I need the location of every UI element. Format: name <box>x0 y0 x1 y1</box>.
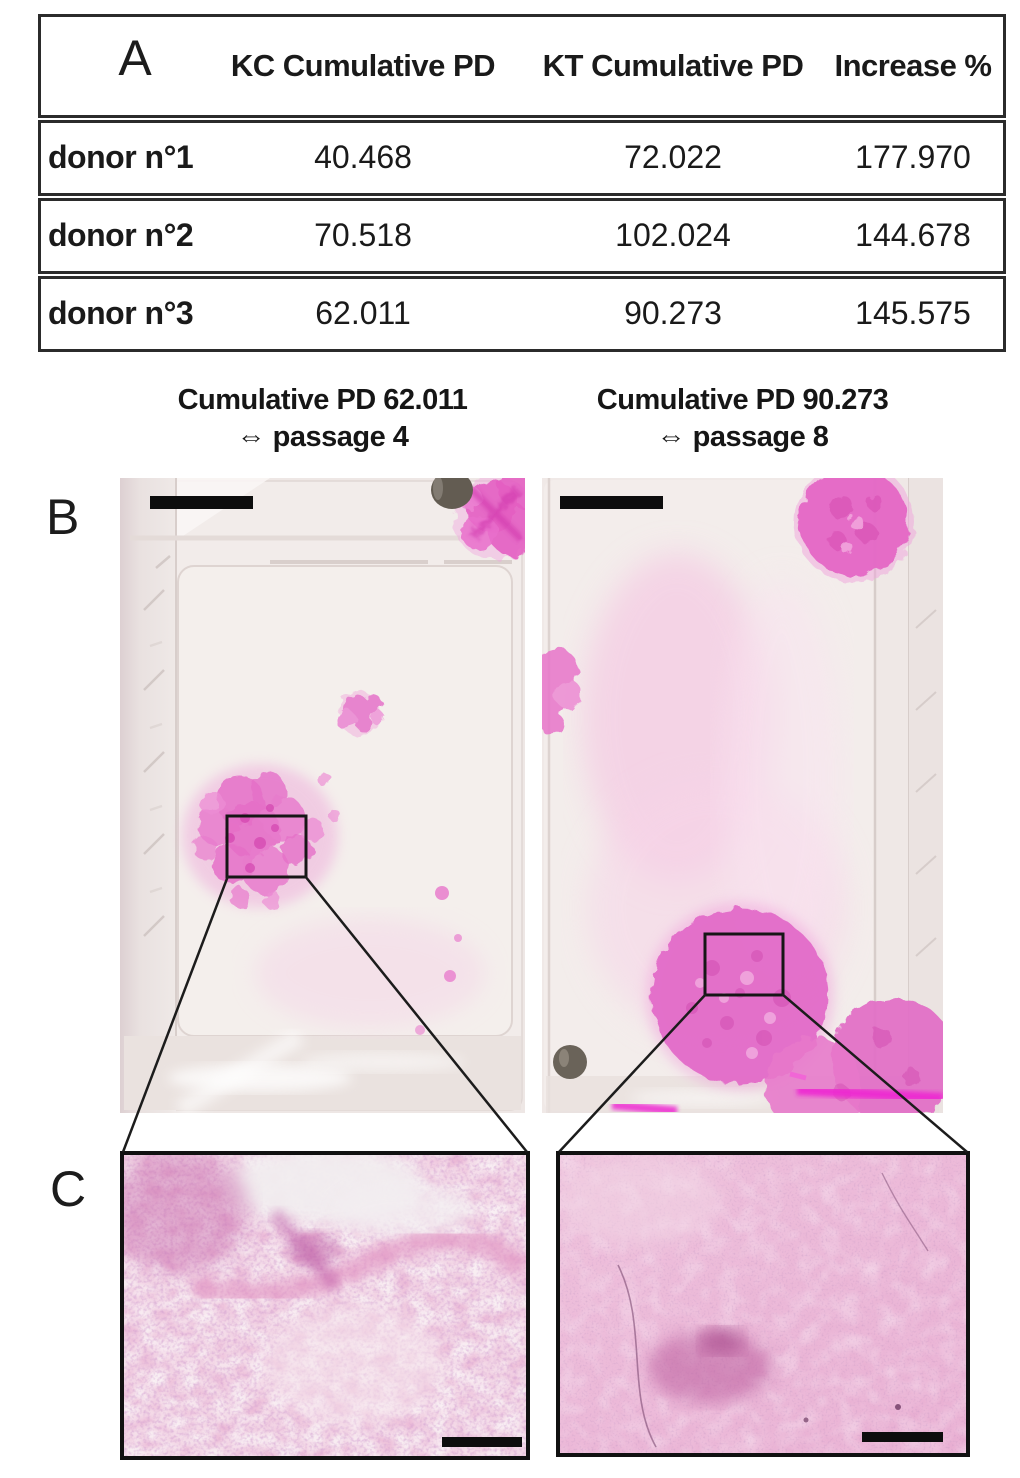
increase-value: 145.575 <box>855 295 971 332</box>
panel-a-label: A <box>118 30 152 86</box>
scale-bar <box>560 496 663 509</box>
caption-right-line2: ⇔ passage 8 <box>656 421 829 453</box>
flask-cap-dot <box>553 1045 587 1079</box>
kc-value: 70.518 <box>314 217 412 254</box>
table-row: donor n°2 70.518 102.024 144.678 <box>38 198 1006 274</box>
caption-right: Cumulative PD 90.273 ⇔ passage 8 <box>542 382 943 456</box>
panel-a-table: A KC Cumulative PD KT Cumulative PD Incr… <box>38 14 1006 354</box>
kt-value: 72.022 <box>624 139 722 176</box>
micrograph-passage4 <box>120 1151 530 1460</box>
caption-left-line2: ⇔ passage 4 <box>236 421 409 453</box>
flask-photo-passage8 <box>542 478 943 1113</box>
panel-b-label: B <box>46 489 80 545</box>
scale-bar <box>862 1432 943 1442</box>
caption-left-line1: Cumulative PD 62.011 <box>177 384 468 416</box>
colony-cluster-center <box>336 692 385 736</box>
flask-graduations <box>143 555 171 937</box>
micrograph-passage8-image <box>560 1155 966 1453</box>
panel-c-label: C <box>50 1161 87 1217</box>
kt-value: 102.024 <box>615 217 731 254</box>
row-label: donor n°1 <box>48 139 194 176</box>
micrograph-passage4-image <box>124 1155 526 1456</box>
column-header-kc: KC Cumulative PD <box>230 47 496 83</box>
increase-value: 144.678 <box>855 217 971 254</box>
column-header-kt: KT Cumulative PD <box>542 47 804 83</box>
increase-value: 177.970 <box>855 139 971 176</box>
panel-a-label-cell: A <box>41 17 203 83</box>
scale-bar <box>150 496 253 509</box>
flask-photo-passage4 <box>120 478 525 1113</box>
caption-left: Cumulative PD 62.011 ⇔ passage 4 <box>120 382 525 456</box>
row-label: donor n°3 <box>48 295 194 332</box>
flask-cap-dot-highlight <box>559 1049 569 1067</box>
micrograph-passage8 <box>556 1151 970 1457</box>
scale-bar <box>442 1437 522 1447</box>
colony-left-edge <box>542 648 582 736</box>
tissue-features <box>560 1155 929 1448</box>
kt-value: 90.273 <box>624 295 722 332</box>
row-label: donor n°2 <box>48 217 194 254</box>
table-row: donor n°1 40.468 72.022 177.970 <box>38 120 1006 196</box>
kc-value: 40.468 <box>314 139 412 176</box>
table-row: donor n°3 62.011 90.273 145.575 <box>38 276 1006 352</box>
tissue-features <box>124 1155 526 1425</box>
column-header-increase: Increase % <box>834 47 993 83</box>
flask-body <box>542 478 943 1113</box>
kc-value: 62.011 <box>315 295 411 332</box>
caption-right-line1: Cumulative PD 90.273 <box>596 384 889 416</box>
flask-graduations <box>915 609 937 957</box>
colony-top-right <box>794 478 914 582</box>
table-header-row: A KC Cumulative PD KT Cumulative PD Incr… <box>38 14 1006 118</box>
flask-cap-dot-highlight <box>433 478 443 500</box>
